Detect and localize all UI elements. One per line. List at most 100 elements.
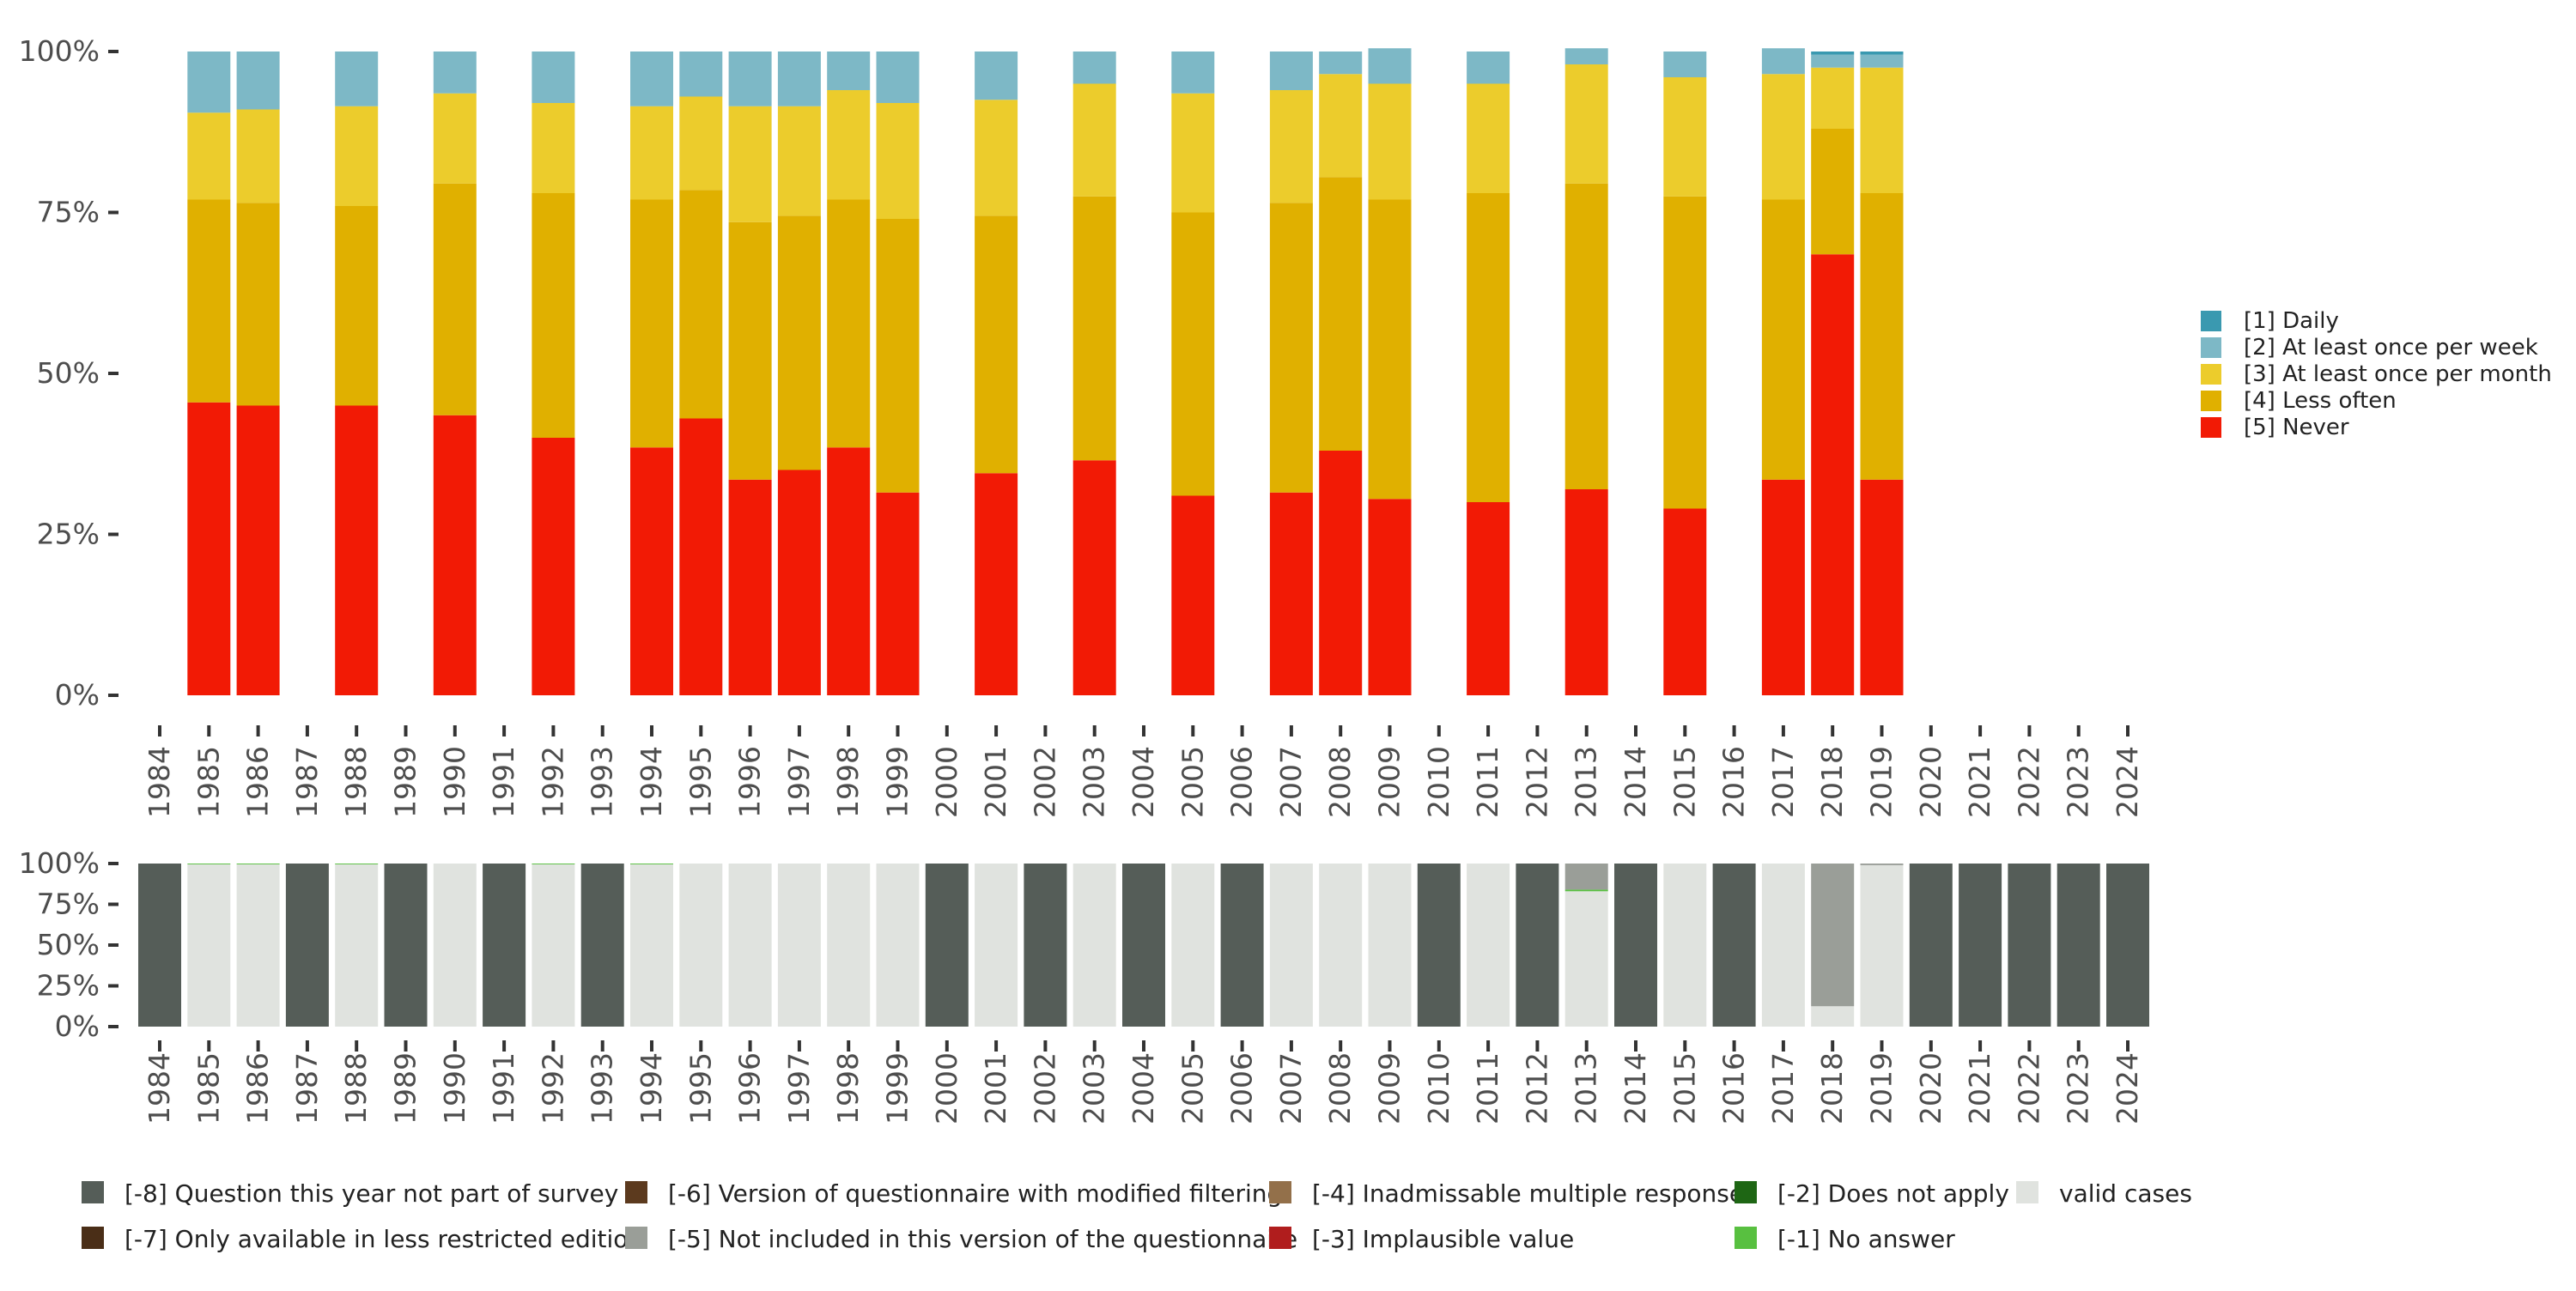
bar-less_often-2001 (975, 215, 1018, 474)
bar-never-1992 (532, 438, 575, 695)
bar-never-2011 (1467, 502, 1510, 695)
bar-valid-1992 (532, 864, 575, 1027)
bar-never-2013 (1564, 489, 1608, 695)
x-tick-label: 2016 (1717, 1052, 1751, 1124)
bar-weekly-2013 (1564, 48, 1608, 64)
bar-less_often-2015 (1663, 196, 1707, 509)
bar-never-1990 (433, 415, 477, 695)
x-tick-label: 1987 (290, 746, 324, 818)
bar-valid-2018 (1811, 1006, 1855, 1027)
legend-swatch-valid (2016, 1181, 2038, 1203)
bar-m8-1991 (483, 864, 526, 1027)
legend-swatch-m5 (625, 1227, 647, 1249)
legend-swatch-monthly (2201, 364, 2221, 385)
bar-m8-2021 (1959, 864, 2002, 1027)
bar-weekly-1997 (777, 52, 821, 106)
legend-swatch-m2 (1735, 1181, 1757, 1203)
x-tick-label: 2005 (1176, 746, 1209, 818)
bar-m8-2006 (1220, 864, 1264, 1027)
bar-valid-1986 (236, 864, 280, 1027)
bar-less_often-2017 (1761, 199, 1805, 480)
bar-weekly-1995 (679, 52, 723, 97)
x-tick-label: 2003 (1078, 746, 1111, 818)
bar-m5-2018 (1811, 864, 1855, 1007)
bar-monthly-2001 (975, 100, 1018, 216)
bar-weekly-2019 (1860, 54, 1904, 68)
y-tick-label: 75% (37, 888, 100, 921)
bar-weekly-1998 (827, 52, 871, 90)
x-tick-label: 2012 (1520, 1052, 1553, 1124)
bar-monthly-2009 (1368, 83, 1412, 200)
bar-never-2007 (1269, 492, 1313, 695)
y-tick-label: 25% (37, 969, 100, 1003)
x-tick-label: 1996 (733, 1052, 767, 1124)
bar-never-1985 (187, 402, 231, 695)
x-tick-label: 2019 (1865, 1052, 1899, 1124)
bar-never-2019 (1860, 479, 1904, 695)
bar-weekly-2007 (1269, 52, 1313, 90)
legend-label-m8: [-8] Question this year not part of surv… (125, 1179, 618, 1208)
x-tick-label: 1993 (586, 1052, 619, 1124)
bar-valid-2017 (1761, 864, 1805, 1027)
legend-label-m6: [-6] Version of questionnaire with modif… (668, 1179, 1282, 1208)
bar-never-1994 (630, 447, 673, 695)
bar-weekly-1992 (532, 52, 575, 103)
x-tick-label: 2015 (1668, 1052, 1701, 1124)
bar-never-2008 (1319, 451, 1363, 695)
bar-m8-2004 (1122, 864, 1165, 1027)
x-tick-label: 2011 (1471, 746, 1504, 818)
legend-label-m2: [-2] Does not apply (1777, 1179, 2009, 1208)
bar-m8-2024 (2106, 864, 2149, 1027)
x-tick-label: 2004 (1127, 1052, 1160, 1124)
x-tick-label: 2003 (1078, 1052, 1111, 1124)
x-tick-label: 1990 (438, 746, 471, 818)
bar-valid-1985 (187, 864, 231, 1027)
bar-monthly-1994 (630, 106, 673, 200)
bar-weekly-1990 (433, 52, 477, 94)
x-tick-label: 2010 (1422, 746, 1455, 818)
bar-never-2003 (1072, 460, 1116, 695)
x-tick-label: 2017 (1766, 746, 1800, 818)
bar-valid-2007 (1269, 864, 1313, 1027)
bar-m8-2010 (1417, 864, 1461, 1027)
x-tick-label: 2023 (2062, 746, 2095, 818)
bar-valid-1997 (777, 864, 821, 1027)
bar-monthly-1998 (827, 90, 871, 200)
legend-swatch-m3 (1269, 1227, 1291, 1249)
bar-m8-2014 (1614, 864, 1657, 1027)
x-tick-label: 1997 (782, 1052, 816, 1124)
bar-m8-2016 (1712, 864, 1756, 1027)
bar-valid-1999 (876, 864, 920, 1027)
x-tick-label: 1992 (536, 746, 569, 818)
x-tick-label: 2022 (2012, 1052, 2045, 1124)
legend-label-m7: [-7] Only available in less restricted e… (125, 1225, 643, 1253)
x-tick-label: 2024 (2111, 1052, 2144, 1124)
bar-less_often-1992 (532, 193, 575, 438)
x-tick-label: 2000 (930, 1052, 963, 1124)
bar-monthly-2018 (1811, 67, 1855, 129)
x-tick-label: 2010 (1422, 1052, 1455, 1124)
x-tick-label: 1989 (389, 746, 422, 818)
x-tick-label: 2024 (2111, 746, 2144, 818)
x-tick-label: 1992 (536, 1052, 569, 1124)
bar-less_often-1986 (236, 203, 280, 406)
legend-swatch-m1 (1735, 1227, 1757, 1249)
legend-label-m1: [-1] No answer (1777, 1225, 1955, 1253)
y-tick-label: 0% (55, 1009, 100, 1043)
x-tick-label: 1991 (487, 746, 520, 818)
x-tick-label: 1998 (831, 1052, 865, 1124)
legend-swatch-daily (2201, 311, 2221, 331)
x-tick-label: 2020 (1914, 746, 1947, 818)
bar-less_often-2011 (1467, 193, 1510, 502)
bar-valid-1995 (679, 864, 723, 1027)
x-tick-label: 1984 (143, 1052, 176, 1124)
bar-monthly-2005 (1171, 93, 1215, 213)
bar-weekly-2005 (1171, 52, 1215, 94)
bar-less_often-1994 (630, 199, 673, 448)
legend-label-monthly: [3] At least once per month (2244, 361, 2552, 387)
bar-monthly-2003 (1072, 83, 1116, 197)
bar-daily-2019 (1860, 52, 1904, 55)
bar-monthly-2017 (1761, 74, 1805, 200)
